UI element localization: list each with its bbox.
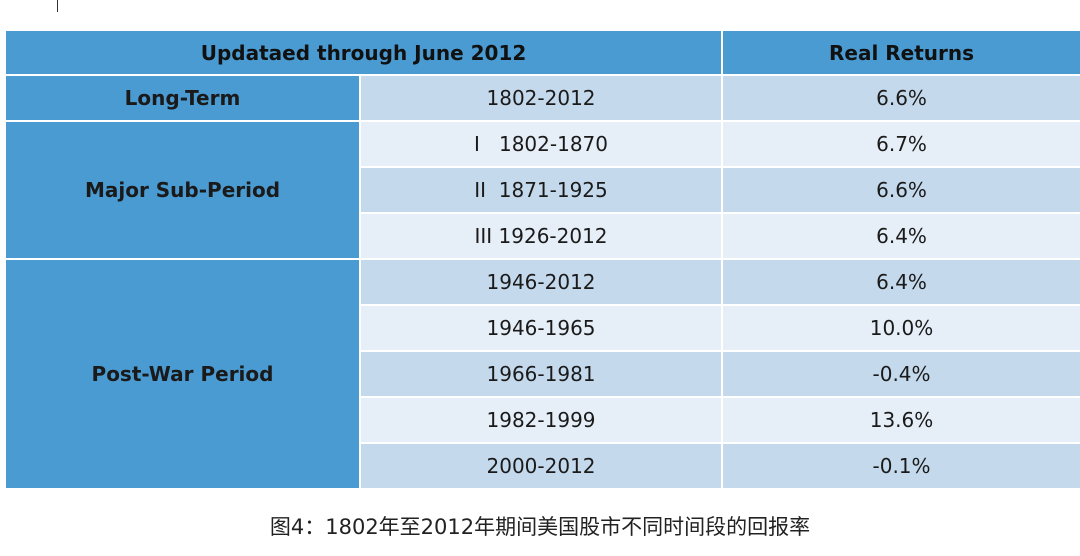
period-cell: 1802-2012 bbox=[358, 74, 724, 122]
text-cursor-mark bbox=[57, 0, 58, 12]
table-header-row: Updataed through June 2012 Real Returns bbox=[3, 29, 1080, 76]
return-cell: 6.7% bbox=[721, 120, 1080, 168]
period-cell: 2000-2012 bbox=[358, 442, 724, 490]
period-cell: 1946-2012 bbox=[358, 258, 724, 306]
period-cell: I 1802-1870 bbox=[358, 120, 724, 168]
return-cell: 6.4% bbox=[721, 258, 1080, 306]
header-real-returns: Real Returns bbox=[721, 29, 1080, 76]
return-cell: 10.0% bbox=[721, 304, 1080, 352]
group-label-long-term: Long-Term bbox=[4, 74, 361, 122]
group-label-major-sub-period: Major Sub-Period bbox=[4, 120, 361, 260]
return-cell: 6.4% bbox=[721, 212, 1080, 260]
figure-caption: 图4：1802年至2012年期间美国股市不同时间段的回报率 bbox=[269, 515, 811, 539]
table-row: Major Sub-Period I 1802-1870 6.7% bbox=[4, 120, 1080, 260]
table-row: 1946-1965 10.0% bbox=[5, 304, 1080, 352]
return-cell: 13.6% bbox=[721, 396, 1080, 444]
table-row: 1966-1981 -0.4% bbox=[5, 350, 1080, 398]
period-cell: 1966-1981 bbox=[358, 350, 724, 398]
period-cell: 1946-1965 bbox=[358, 304, 724, 352]
period-cell: III 1926-2012 bbox=[358, 212, 724, 260]
table-row: 1982-1999 13.6% bbox=[5, 396, 1080, 444]
period-cell: 1982-1999 bbox=[358, 396, 724, 444]
group-label-post-war-period: Post-War Period bbox=[4, 258, 361, 490]
return-cell: 6.6% bbox=[721, 74, 1080, 122]
table-row: II 1871-1925 6.6% bbox=[5, 166, 1080, 214]
return-cell: -0.4% bbox=[721, 350, 1080, 398]
period-cell: II 1871-1925 bbox=[358, 166, 724, 214]
header-period-label: Updataed through June 2012 bbox=[3, 29, 724, 76]
table-row: Post-War Period 1946-2012 6.4% bbox=[4, 258, 1080, 490]
table-row: III 1926-2012 6.4% bbox=[5, 212, 1080, 260]
real-returns-table: Updataed through June 2012 Real Returns … bbox=[3, 29, 1080, 490]
return-cell: 6.6% bbox=[721, 166, 1080, 214]
return-cell: -0.1% bbox=[721, 442, 1080, 490]
table-row: Long-Term 1802-2012 6.6% bbox=[4, 74, 1080, 122]
